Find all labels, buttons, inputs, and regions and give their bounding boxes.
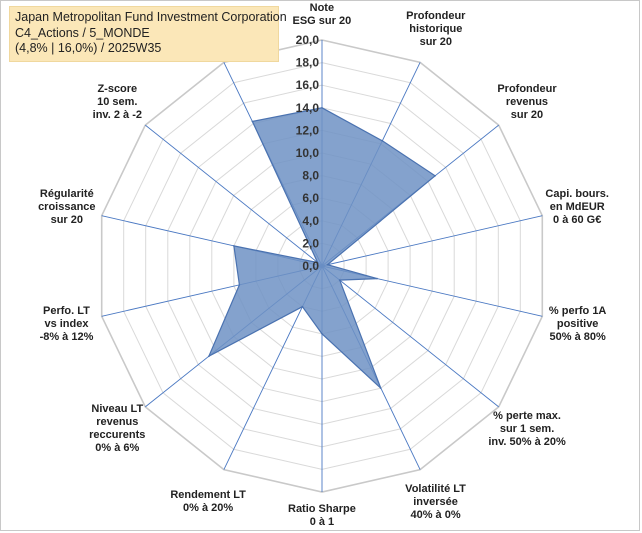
axis-label-line: ESG sur 20 xyxy=(292,15,352,27)
axis-label-line: 0% à 20% xyxy=(183,502,234,515)
data-point-10 xyxy=(238,284,241,286)
axis-label-line: Capi. bours. xyxy=(545,188,609,201)
tick-label-3: 6,0 xyxy=(302,191,319,205)
axis-label-line: Régularité xyxy=(39,188,94,201)
data-point-4 xyxy=(376,277,378,280)
axis-label-0: Note ESG sur 20 xyxy=(293,2,352,28)
axis-label-line: 40% à 0% xyxy=(410,508,461,521)
axis-label-line: revenus xyxy=(505,96,549,109)
axis-label-9: Niveau LT revenus reccurents 0% à 6% xyxy=(89,403,145,455)
axis-label-line: % perte max. xyxy=(493,409,561,422)
axis-label-line: 0% à 6% xyxy=(95,442,140,455)
chart-title: Japan Metropolitan Fund Investment Corpo… xyxy=(15,10,287,24)
axis-label-5: % perte max. sur 1 sem. inv. 50% à 20% xyxy=(488,410,565,449)
spoke-5 xyxy=(321,265,499,408)
axis-label-line: Volatilité LT xyxy=(405,482,466,495)
axis-label-line: Perfo. LT xyxy=(43,304,90,317)
tick-label-2: 4,0 xyxy=(302,214,319,228)
axis-label-line: reccurents xyxy=(89,429,146,442)
tick-label-5: 10,0 xyxy=(296,146,320,160)
data-point-3 xyxy=(326,263,329,266)
tick-label-9: 18,0 xyxy=(296,56,320,70)
data-point-13 xyxy=(251,120,254,123)
axis-label-11: Régularité croissance sur 20 xyxy=(38,188,95,227)
axis-label-7: Ratio Sharpe 0 à 1 xyxy=(288,503,356,529)
axis-label-line: 10 sem. xyxy=(97,96,138,109)
axis-label-line: sur 20 xyxy=(510,109,544,122)
chart-title-box: Japan Metropolitan Fund Investment Corpo… xyxy=(9,6,287,62)
data-point-6 xyxy=(380,387,382,390)
axis-label-line: sur 20 xyxy=(50,214,84,227)
tick-label-1: 2,0 xyxy=(302,236,319,250)
axis-label-line: % perfo 1A xyxy=(548,304,607,317)
tick-label-4: 8,0 xyxy=(302,169,319,183)
axis-label-line: Note xyxy=(309,2,335,14)
data-point-9 xyxy=(208,355,210,358)
tick-label-0: 0,0 xyxy=(302,259,319,273)
tick-label-7: 14,0 xyxy=(296,101,320,115)
axis-label-10: Perfo. LT vs index -8% à 12% xyxy=(40,305,94,344)
tick-label-8: 16,0 xyxy=(296,78,320,92)
axis-label-line: Profondeur xyxy=(497,83,557,96)
axis-label-1: Profondeur historique sur 20 xyxy=(406,10,465,49)
axis-label-line: en MdEUR xyxy=(549,201,605,214)
axis-label-line: inv. 50% à 20% xyxy=(488,435,566,448)
data-point-2 xyxy=(434,175,436,177)
data-point-11 xyxy=(233,245,235,247)
axis-label-line: historique xyxy=(409,23,463,36)
data-point-0 xyxy=(321,107,323,109)
radar-tick-labels: 0,0 2,0 4,0 6,0 8,0 10,0 12,0 14,0 16,0 18,0 20,0 xyxy=(296,33,320,273)
axis-label-line: vs index xyxy=(44,317,89,330)
radar-series xyxy=(207,107,437,390)
tick-label-10: 20,0 xyxy=(296,33,320,47)
axis-label-line: Ratio Sharpe xyxy=(288,503,356,515)
chart-subtitle-category: C4_Actions / 5_MONDE xyxy=(15,25,150,40)
data-point-7 xyxy=(321,333,323,335)
axis-label-line: sur 1 sem. xyxy=(499,422,555,435)
axis-label-line: Niveau LT xyxy=(91,403,144,416)
axis-label-line: 0 à 60 G€ xyxy=(553,214,602,227)
axis-label-2: Profondeur revenus sur 20 xyxy=(497,83,556,122)
tick-label-6: 12,0 xyxy=(296,123,320,137)
axis-label-6: Volatilité LT inversée 40% à 0% xyxy=(405,483,466,522)
data-point-8 xyxy=(301,305,304,308)
data-point-12 xyxy=(316,261,319,264)
axis-label-line: Rendement LT xyxy=(170,489,246,502)
axis-label-4: % perfo 1A positive 50% à 80% xyxy=(549,305,606,344)
axis-label-line: 50% à 80% xyxy=(549,330,606,343)
axis-label-12: Z-score 10 sem. inv. 2 à -2 xyxy=(93,83,142,122)
axis-label-8: Rendement LT 0% à 20% xyxy=(170,489,246,515)
axis-label-line: Z-score xyxy=(97,83,138,96)
data-point-5 xyxy=(338,279,341,281)
axis-label-3: Capi. bours. en MdEUR 0 à 60 G€ xyxy=(545,188,609,227)
axis-label-line: -8% à 12% xyxy=(39,330,94,343)
chart-subtitle-period: (4,8% | 16,0%) / 2025W35 xyxy=(15,41,162,55)
axis-label-line: croissance xyxy=(38,201,96,214)
axis-label-line: revenus xyxy=(96,416,139,429)
axis-label-line: 0 à 1 xyxy=(309,516,335,528)
axis-label-line: sur 20 xyxy=(419,36,453,49)
axis-label-line: inversée xyxy=(413,495,458,508)
spoke-12 xyxy=(145,124,323,267)
axis-label-line: positive xyxy=(556,317,599,330)
axis-label-line: inv. 2 à -2 xyxy=(92,109,142,122)
axis-label-line: Profondeur xyxy=(406,10,466,23)
spoke-3 xyxy=(321,215,543,267)
data-point-1 xyxy=(381,140,384,142)
